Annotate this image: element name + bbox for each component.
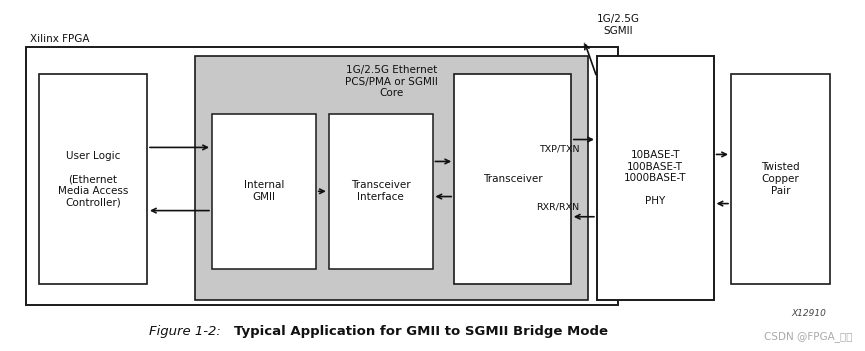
Text: Twisted
Copper
Pair: Twisted Copper Pair xyxy=(761,163,800,196)
Text: 10BASE-T
100BASE-T
1000BASE-T

PHY: 10BASE-T 100BASE-T 1000BASE-T PHY xyxy=(624,150,687,206)
Bar xyxy=(212,114,316,269)
Text: Transceiver
Interface: Transceiver Interface xyxy=(351,180,410,202)
Bar xyxy=(731,74,830,284)
Text: CSDN @FPGA_青年: CSDN @FPGA_青年 xyxy=(764,331,852,342)
Bar xyxy=(597,56,714,300)
Text: Xilinx FPGA: Xilinx FPGA xyxy=(30,34,90,44)
Bar xyxy=(26,47,618,305)
Text: X12910: X12910 xyxy=(791,309,826,318)
Text: TXP/TXN: TXP/TXN xyxy=(539,145,580,154)
Text: Typical Application for GMII to SGMII Bridge Mode: Typical Application for GMII to SGMII Br… xyxy=(234,325,607,338)
Bar xyxy=(195,56,588,300)
Bar xyxy=(329,114,432,269)
Text: User Logic

(Ethernet
Media Access
Controller): User Logic (Ethernet Media Access Contro… xyxy=(58,151,128,207)
Bar xyxy=(39,74,147,284)
Text: RXR/RXN: RXR/RXN xyxy=(536,203,580,211)
Text: 1G/2.5G Ethernet
PCS/PMA or SGMII
Core: 1G/2.5G Ethernet PCS/PMA or SGMII Core xyxy=(345,65,438,98)
Text: Internal
GMII: Internal GMII xyxy=(244,180,284,202)
Text: Transceiver: Transceiver xyxy=(483,174,542,184)
Bar xyxy=(454,74,571,284)
Text: 1G/2.5G
SGMII: 1G/2.5G SGMII xyxy=(597,14,640,36)
Text: Figure 1-2:: Figure 1-2: xyxy=(149,325,234,338)
